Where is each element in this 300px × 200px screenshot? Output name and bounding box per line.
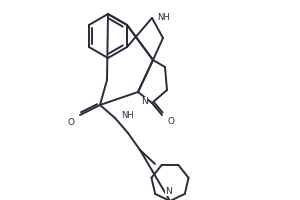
Text: O: O <box>68 118 75 127</box>
Text: O: O <box>167 117 174 126</box>
Text: N: N <box>141 97 148 106</box>
Text: N: N <box>166 187 172 196</box>
Text: NH: NH <box>121 110 134 119</box>
Text: NH: NH <box>157 12 170 21</box>
